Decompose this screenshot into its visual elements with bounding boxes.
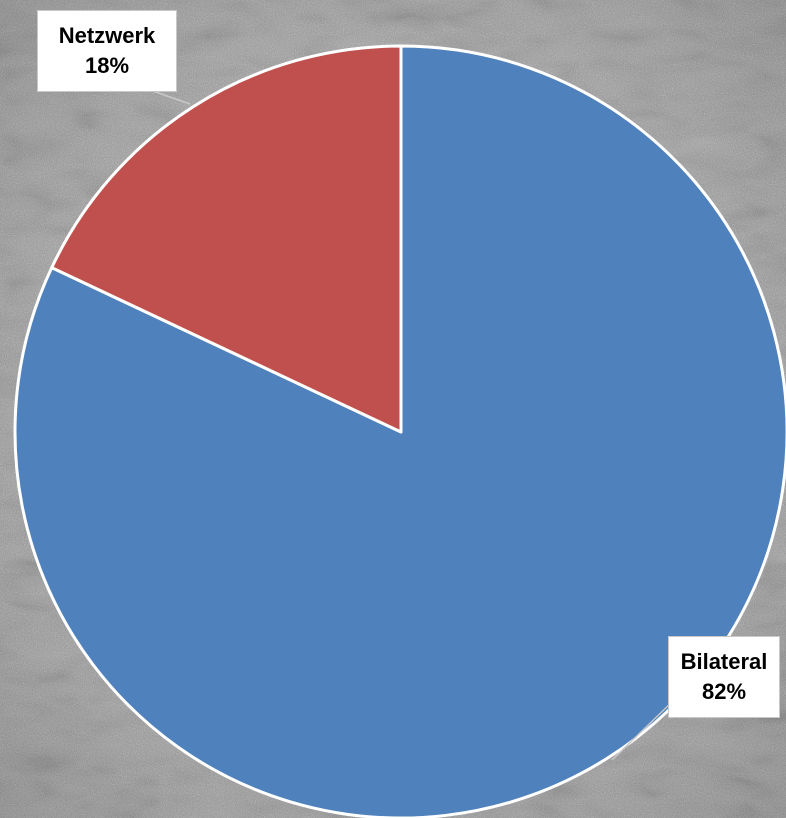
- pie-slices: [13, 44, 786, 818]
- data-label-percent: 18%: [84, 53, 130, 78]
- data-label-category: Netzwerk: [58, 23, 156, 48]
- leader-line-bilateral: [611, 699, 675, 761]
- data-label-percent: 82%: [701, 679, 747, 704]
- data-label-category: Bilateral: [680, 649, 768, 674]
- leader-line-netzwerk: [149, 89, 191, 105]
- leader-lines: [149, 89, 675, 761]
- data-label-netzwerk: Netzwerk 18%: [37, 10, 177, 92]
- pie-slice-netzwerk: [50, 44, 403, 434]
- data-label-bilateral: Bilateral 82%: [668, 636, 780, 718]
